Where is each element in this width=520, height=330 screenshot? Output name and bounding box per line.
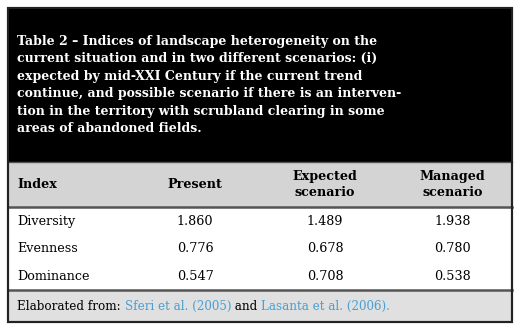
Text: 0.708: 0.708	[307, 270, 344, 283]
Text: Elaborated from:: Elaborated from:	[17, 300, 125, 313]
Bar	[8, 263, 512, 290]
Bar	[8, 162, 512, 207]
Text: Sferi et al. (2005): Sferi et al. (2005)	[125, 300, 231, 313]
Text: Present: Present	[168, 178, 223, 191]
Text: Expected
scenario: Expected scenario	[293, 170, 358, 199]
Text: Dominance: Dominance	[17, 270, 90, 283]
Text: 0.538: 0.538	[434, 270, 471, 283]
Text: Index: Index	[17, 178, 57, 191]
Bar	[8, 207, 512, 235]
Text: 1.860: 1.860	[177, 215, 213, 228]
Text: 1.489: 1.489	[307, 215, 343, 228]
Bar	[8, 8, 512, 162]
Text: 1.938: 1.938	[434, 215, 471, 228]
Text: 0.776: 0.776	[177, 242, 214, 255]
Text: Managed
scenario: Managed scenario	[420, 170, 486, 199]
Bar	[8, 290, 512, 322]
Text: 0.547: 0.547	[177, 270, 214, 283]
Text: and: and	[231, 300, 261, 313]
Text: 0.780: 0.780	[434, 242, 471, 255]
Bar	[8, 235, 512, 263]
Text: Lasanta et al. (2006).: Lasanta et al. (2006).	[261, 300, 390, 313]
Text: Diversity: Diversity	[17, 215, 75, 228]
Text: Evenness: Evenness	[17, 242, 78, 255]
Text: 0.678: 0.678	[307, 242, 344, 255]
Text: Table 2 – Indices of landscape heterogeneity on the
current situation and in two: Table 2 – Indices of landscape heterogen…	[17, 35, 401, 135]
